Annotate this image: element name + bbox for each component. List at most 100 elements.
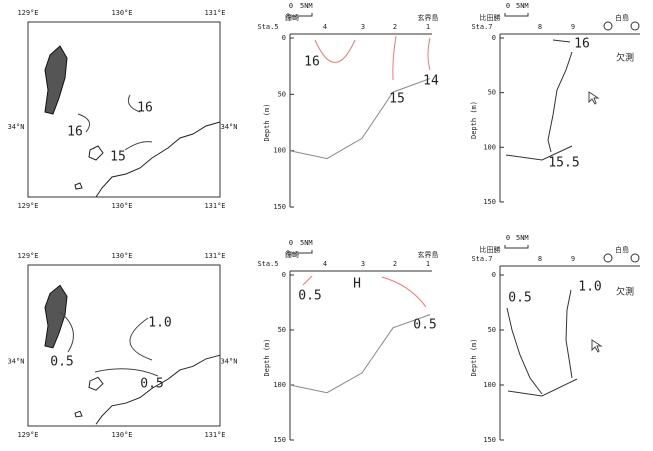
depth-tick-label: 50 bbox=[278, 90, 286, 98]
contour-label: 16 bbox=[304, 55, 320, 70]
missing-note: 欠測 bbox=[616, 286, 634, 298]
lon-label: 130°E bbox=[111, 9, 132, 17]
depth-tick-label: 100 bbox=[273, 381, 286, 389]
station-marker bbox=[603, 21, 613, 31]
lon-label: 130°E bbox=[111, 252, 132, 260]
depth-label: Depth (m) bbox=[263, 104, 271, 142]
lat-label: 34°N bbox=[8, 123, 25, 131]
station-label: Sta.5 bbox=[257, 23, 278, 31]
contour-label: 0.5 bbox=[413, 318, 436, 333]
islet bbox=[88, 145, 104, 161]
contour-label: 16 bbox=[67, 125, 83, 140]
contour-label: 15 bbox=[389, 92, 405, 107]
station-label: Sta.7 bbox=[471, 23, 492, 31]
lon-label: 129°E bbox=[17, 431, 38, 439]
contour-label: 15 bbox=[110, 150, 126, 165]
place-right: 玄界島 bbox=[418, 250, 439, 259]
place-right: 白島 bbox=[615, 13, 629, 22]
contour bbox=[392, 35, 397, 81]
station-number: 1 bbox=[426, 260, 430, 268]
map-frame bbox=[27, 264, 221, 427]
station-number: 3 bbox=[361, 260, 365, 268]
place-left: 鐘崎 bbox=[285, 13, 299, 22]
station-number: 3 bbox=[361, 23, 365, 31]
scale-unit: 5NM bbox=[300, 239, 313, 247]
islet bbox=[74, 410, 83, 418]
station-number: 9 bbox=[571, 23, 575, 31]
lon-label: 131°E bbox=[204, 252, 225, 260]
depth-tick-label: 150 bbox=[273, 436, 286, 444]
depth-tick-label: 50 bbox=[488, 326, 496, 334]
island bbox=[44, 284, 68, 349]
scale-unit: 5NM bbox=[300, 2, 313, 10]
scale-zero: 0 bbox=[506, 234, 510, 242]
lon-label: 131°E bbox=[204, 9, 225, 17]
coastline bbox=[44, 284, 221, 425]
scale-bar bbox=[287, 13, 313, 17]
depth-tick-label: 0 bbox=[492, 34, 496, 42]
place-right: 玄界島 bbox=[418, 13, 439, 22]
contour-label: 15.5 bbox=[548, 156, 579, 171]
contour-label: 16 bbox=[574, 37, 590, 52]
lon-label: 131°E bbox=[204, 202, 225, 210]
bottom-profile bbox=[507, 378, 578, 397]
coastline bbox=[44, 45, 221, 198]
station-marker bbox=[630, 21, 640, 31]
contour-label: 0.5 bbox=[140, 377, 163, 392]
place-right: 白島 bbox=[615, 245, 629, 254]
map-frame bbox=[27, 21, 221, 198]
cursor bbox=[591, 339, 603, 353]
station-marker bbox=[603, 253, 613, 263]
depth-tick-label: 50 bbox=[278, 326, 286, 334]
station-label: Sta.5 bbox=[257, 260, 278, 268]
scale-bar bbox=[504, 245, 529, 249]
depth-tick-label: 150 bbox=[483, 198, 496, 206]
station-label: Sta.7 bbox=[471, 255, 492, 263]
coast bbox=[95, 121, 221, 198]
contour bbox=[552, 39, 571, 43]
island bbox=[44, 45, 68, 115]
coast bbox=[95, 354, 221, 425]
islet bbox=[74, 182, 83, 190]
contour-label: 16 bbox=[137, 101, 153, 116]
contour bbox=[77, 113, 91, 133]
scale-unit: 5NM bbox=[516, 234, 529, 242]
contour-label: H bbox=[353, 277, 361, 292]
station-number: 8 bbox=[538, 23, 542, 31]
depth-tick-label: 0 bbox=[282, 271, 286, 279]
contour-label: 1.0 bbox=[578, 280, 601, 295]
place-left: 鐘崎 bbox=[285, 250, 299, 259]
contour bbox=[94, 368, 159, 377]
depth-tick-label: 150 bbox=[273, 203, 286, 211]
depth-tick-label: 100 bbox=[273, 147, 286, 155]
lon-label: 129°E bbox=[17, 202, 38, 210]
depth-label: Depth (m) bbox=[470, 101, 478, 139]
contour bbox=[314, 39, 356, 63]
depth-tick-label: 50 bbox=[488, 89, 496, 97]
station-number: 4 bbox=[323, 260, 327, 268]
contour-label: 0.5 bbox=[298, 289, 321, 304]
place-left: 比田勝 bbox=[480, 13, 501, 22]
scale-bar bbox=[504, 13, 529, 17]
contour bbox=[565, 289, 573, 379]
lon-label: 130°E bbox=[111, 431, 132, 439]
depth-tick-label: 100 bbox=[483, 381, 496, 389]
contour bbox=[129, 317, 153, 361]
missing-note: 欠測 bbox=[616, 52, 634, 64]
contour-label: 14 bbox=[423, 74, 439, 89]
lon-label: 130°E bbox=[111, 202, 132, 210]
contour-label: 0.5 bbox=[50, 355, 73, 370]
lat-label: 34°N bbox=[8, 358, 25, 366]
station-number: 2 bbox=[393, 23, 397, 31]
station-number: 8 bbox=[538, 255, 542, 263]
contour bbox=[427, 37, 431, 71]
contour bbox=[127, 94, 141, 113]
place-left: 比田勝 bbox=[480, 245, 501, 254]
scale-bar bbox=[287, 250, 313, 254]
contour bbox=[547, 51, 573, 153]
contour bbox=[302, 275, 313, 286]
depth-tick-label: 0 bbox=[282, 34, 286, 42]
bottom-profile bbox=[289, 78, 431, 160]
